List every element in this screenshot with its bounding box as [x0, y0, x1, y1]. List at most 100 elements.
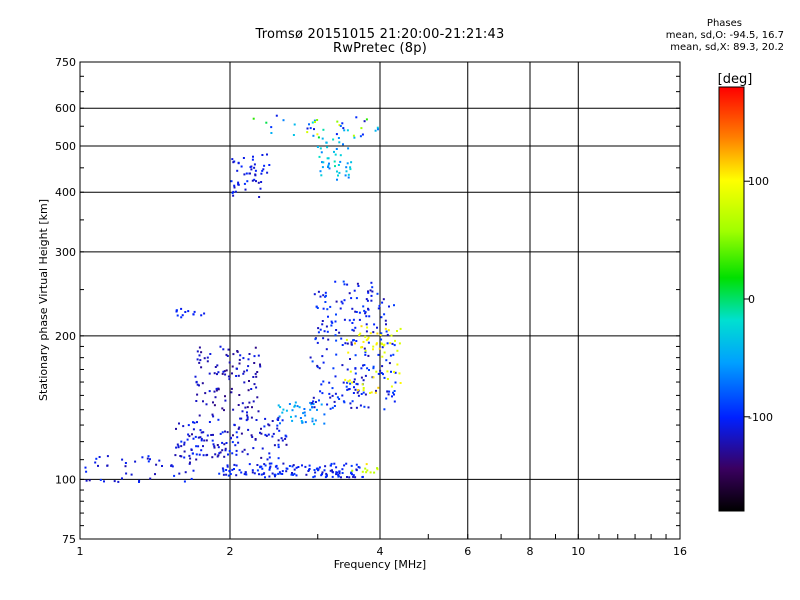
echo-point [225, 369, 228, 372]
echo-point [393, 344, 396, 347]
echo-point [217, 454, 220, 457]
echo-point [248, 463, 251, 466]
echo-point [312, 403, 315, 405]
echo-point [213, 372, 216, 375]
echo-point [180, 440, 183, 443]
echo-point [334, 280, 337, 283]
echo-point [309, 408, 312, 411]
echo-point [238, 469, 241, 472]
echo-point [355, 406, 358, 409]
echo-point [281, 473, 284, 475]
echo-point [197, 436, 200, 439]
echo-point [146, 457, 149, 460]
echo-point [376, 292, 379, 295]
echo-point [385, 359, 388, 362]
echo-point [196, 393, 199, 396]
echo-point [364, 351, 367, 354]
echo-point [357, 285, 360, 287]
echo-point [208, 421, 211, 423]
echo-point [347, 351, 350, 354]
echo-point [184, 311, 187, 313]
echo-point [331, 387, 334, 390]
echo-point [259, 187, 262, 190]
echo-point [295, 474, 298, 477]
phase-statistics: Phases mean, sd,O: -94.5, 16.7 mean, sd,… [564, 18, 784, 54]
echo-point [188, 454, 191, 457]
echo-point [386, 378, 389, 380]
echo-points [84, 114, 402, 483]
echo-point [232, 353, 235, 356]
echo-point [183, 450, 186, 453]
echo-point [309, 401, 312, 404]
echo-point [237, 404, 240, 406]
echo-point [373, 323, 376, 326]
echo-point [106, 455, 109, 458]
echo-point [369, 289, 372, 292]
echo-point [200, 366, 203, 369]
echo-point [350, 161, 353, 164]
echo-point [84, 466, 87, 469]
echo-point [384, 327, 387, 330]
echo-point [367, 290, 369, 293]
echo-point [367, 336, 370, 339]
echo-point [322, 361, 325, 364]
echo-point [187, 310, 190, 313]
echo-point [279, 406, 282, 409]
echo-point [262, 168, 265, 171]
echo-point [138, 479, 141, 482]
echo-point [231, 452, 234, 455]
echo-point [305, 473, 308, 476]
echo-point [223, 370, 226, 373]
echo-point [311, 420, 314, 423]
echo-point [332, 367, 335, 370]
echo-point [368, 315, 371, 318]
echo-point [325, 472, 328, 475]
echo-point [248, 380, 250, 382]
echo-point [325, 348, 328, 351]
echo-point [276, 427, 279, 430]
x-tick-label: 4 [377, 545, 384, 558]
echo-point [347, 147, 350, 150]
echo-point [279, 472, 282, 475]
echo-point [247, 389, 250, 392]
echo-point [260, 432, 263, 435]
echo-point [379, 369, 382, 372]
echo-point [385, 330, 388, 333]
echo-point [247, 365, 250, 368]
echo-point [344, 342, 347, 345]
echo-point [281, 470, 284, 473]
echo-point [354, 476, 357, 479]
echo-point [308, 464, 311, 467]
echo-point [161, 465, 163, 467]
echo-point [176, 443, 179, 446]
echo-point [291, 419, 294, 422]
echo-point [334, 334, 337, 337]
y-tick-label: 400 [55, 186, 76, 199]
echo-point [288, 465, 291, 467]
echo-point [250, 388, 253, 390]
echo-point [333, 160, 336, 163]
echo-point [292, 464, 295, 467]
echo-point [323, 413, 326, 416]
echo-point [320, 151, 323, 154]
echo-point [355, 463, 358, 466]
echo-point [365, 315, 368, 318]
echo-point [232, 194, 235, 197]
echo-point [222, 468, 225, 471]
echo-point [213, 404, 216, 407]
echo-point [246, 406, 249, 409]
echo-point [277, 416, 280, 419]
echo-point [314, 338, 317, 341]
echo-point [270, 462, 273, 465]
echo-point [276, 467, 279, 470]
echo-point [226, 431, 229, 434]
echo-point [321, 137, 324, 140]
echo-point [223, 455, 226, 458]
x-tick-label: 8 [527, 545, 534, 558]
echo-point [327, 166, 329, 168]
echo-point [393, 390, 396, 392]
echo-point [337, 174, 339, 177]
echo-point [325, 141, 328, 144]
echo-point [343, 283, 346, 286]
echo-point [308, 468, 310, 471]
